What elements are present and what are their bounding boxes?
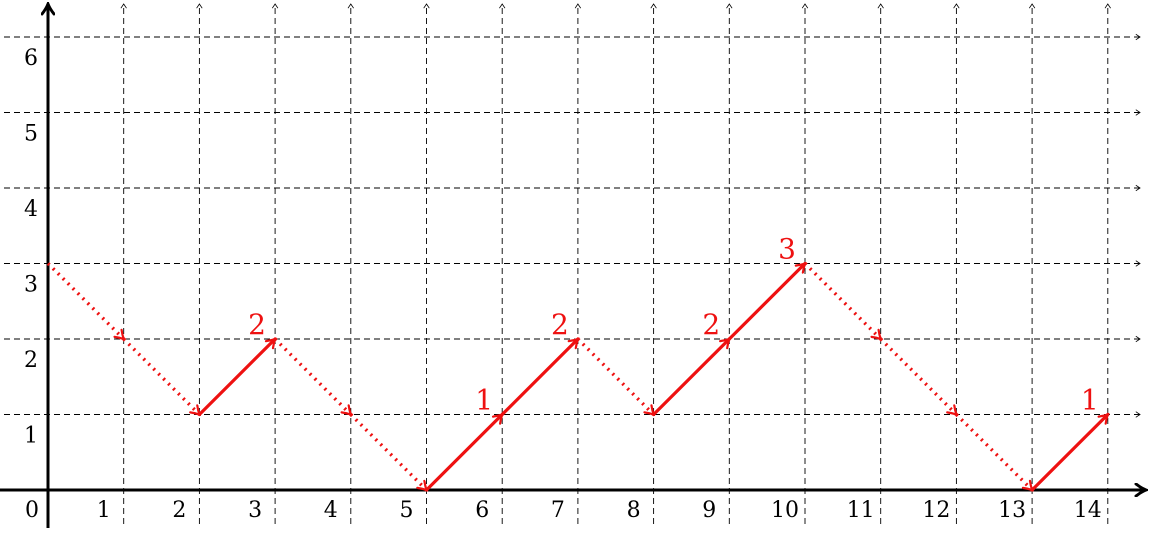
- path-step: [273, 337, 351, 415]
- step-label: 1: [475, 384, 493, 417]
- path-step: [122, 337, 200, 415]
- path-step: [803, 262, 881, 340]
- path-step: [197, 339, 275, 417]
- path-step: [424, 415, 503, 492]
- x-tick-label: 3: [248, 498, 262, 523]
- path-step: [46, 262, 124, 340]
- path-step: [879, 337, 957, 415]
- path-step: [727, 264, 805, 341]
- x-tick-label: 9: [702, 498, 716, 523]
- x-tick-label: 11: [847, 498, 875, 523]
- step-label: 2: [248, 308, 266, 341]
- y-tick-label: 3: [24, 273, 38, 298]
- path-step: [576, 337, 654, 415]
- x-tick-label: 5: [400, 498, 414, 523]
- x-tick-label: 2: [172, 498, 186, 523]
- y-tick-label: 1: [24, 424, 38, 449]
- path-step: [651, 339, 730, 417]
- step-label: 2: [702, 308, 720, 341]
- x-tick-label: 6: [475, 498, 489, 523]
- x-tick-label: 0: [25, 498, 39, 523]
- x-tick-label: 13: [998, 498, 1026, 523]
- x-tick-label: 10: [771, 498, 799, 523]
- axes: [0, 4, 1146, 528]
- step-label: 2: [551, 308, 569, 341]
- lattice-path: [46, 262, 1108, 492]
- step-labels: 2 1 2 2 3 1: [248, 233, 1099, 417]
- y-tick-label: 5: [24, 122, 38, 147]
- x-tick-label: 1: [97, 498, 111, 523]
- x-tick-label: 14: [1074, 498, 1102, 523]
- x-tick-label: 12: [922, 498, 950, 523]
- path-step: [955, 413, 1032, 491]
- path-step: [1030, 415, 1108, 492]
- step-label: 1: [1081, 384, 1099, 417]
- x-tick-label: 8: [627, 498, 641, 523]
- grid: [4, 3, 1141, 524]
- path-step: [349, 413, 427, 491]
- x-tick-label: 4: [324, 498, 338, 523]
- y-tick-label: 2: [24, 348, 38, 373]
- path-step: [500, 339, 578, 417]
- step-label: 3: [778, 233, 796, 266]
- y-tick-label: 6: [24, 46, 38, 71]
- x-tick-label: 7: [551, 498, 565, 523]
- y-tick-label: 4: [24, 197, 38, 222]
